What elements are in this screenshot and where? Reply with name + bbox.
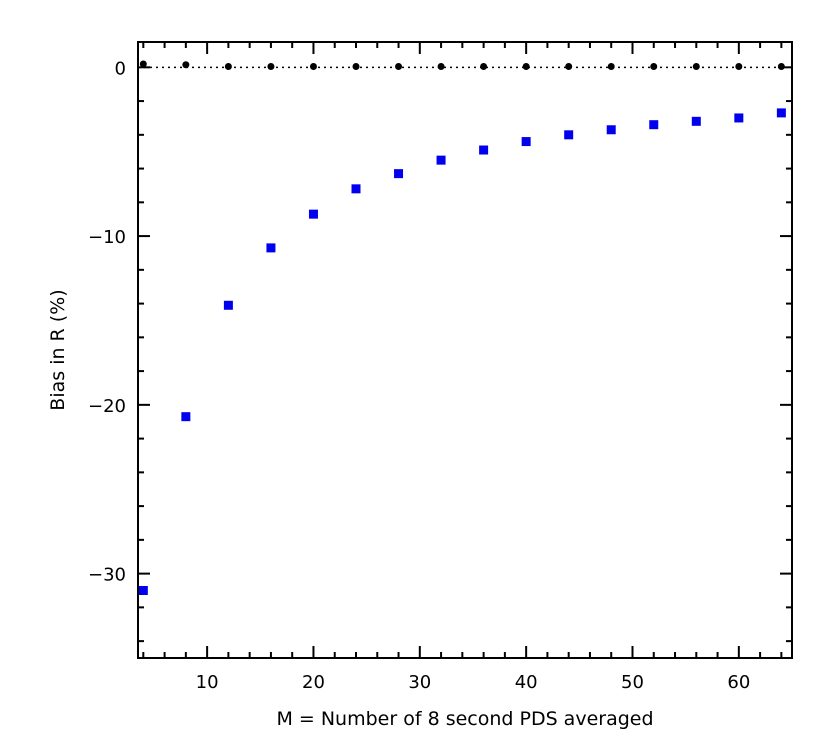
data-point-circle [735,62,743,70]
data-point-square [649,120,659,130]
data-point-square [521,137,531,147]
data-point-square [734,113,744,123]
data-point-circle [139,60,147,68]
data-point-circle [267,62,275,70]
data-point-circle [182,61,190,69]
data-point-circle [480,62,488,70]
data-point-square [479,145,489,155]
x-tick-label: 30 [408,672,431,693]
data-point-square [308,209,318,219]
data-point-circle [437,62,445,70]
data-point-square [181,412,191,422]
data-point-circle [309,62,317,70]
major-ticks [138,42,792,658]
series-layer [138,60,786,595]
x-tick-label: 60 [727,672,750,693]
data-point-circle [607,62,615,70]
data-point-square [351,184,361,194]
y-tick-label: −30 [88,565,126,586]
data-point-circle [692,62,700,70]
data-point-square [691,116,701,126]
y-tick-label: −20 [88,396,126,417]
plot-frame [137,41,793,659]
minor-ticks [138,42,792,658]
tick-labels: 10 20 30 40 50 60 0 −10 −20 −30 [88,58,750,693]
y-tick-label: 0 [115,58,126,79]
data-point-square [223,300,233,310]
series-0 [138,108,786,595]
series-1 [139,60,785,70]
data-point-circle [650,62,658,70]
data-point-circle [395,62,403,70]
data-point-circle [224,62,232,70]
y-tick-label: −10 [88,227,126,248]
x-tick-label: 50 [621,672,644,693]
data-point-circle [352,62,360,70]
data-point-square [266,243,276,253]
data-point-square [138,585,148,595]
x-axis-label: M = Number of 8 second PDS averaged [276,708,653,730]
y-axis-label: Bias in R (%) [47,289,69,410]
data-point-circle [522,62,530,70]
data-point-circle [565,62,573,70]
x-tick-label: 20 [302,672,325,693]
data-point-square [436,155,446,165]
data-point-circle [777,62,785,70]
data-point-square [776,108,786,118]
x-tick-label: 40 [515,672,538,693]
x-tick-label: 10 [196,672,219,693]
data-point-square [564,130,574,140]
data-point-square [606,125,616,135]
data-point-square [394,169,404,179]
